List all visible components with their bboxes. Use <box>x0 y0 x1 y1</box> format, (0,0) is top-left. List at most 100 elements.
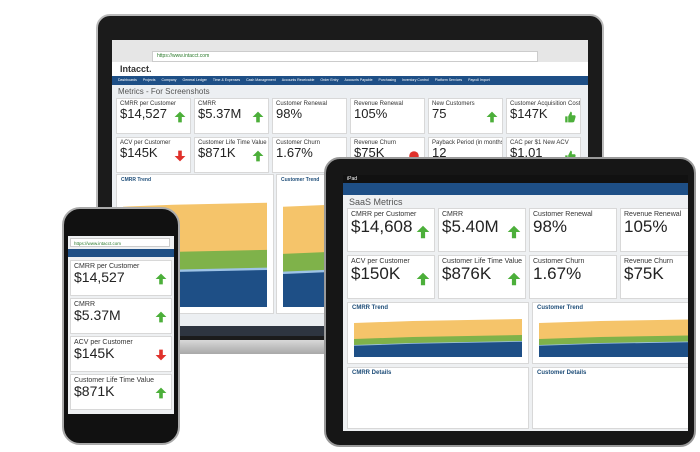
panel-title: CMRR Details <box>352 370 392 376</box>
metric-value: $5.37M <box>74 307 121 323</box>
icon-shape <box>252 150 264 162</box>
up-icon <box>416 225 430 239</box>
nav-bar: Dashboards Projects Company General Ledger T… <box>112 76 588 85</box>
metric-tile: ACV per Customer $145K <box>70 336 172 372</box>
metric-label: Revenue Churn <box>354 140 397 146</box>
metric-label: Customer Life Time Value <box>74 377 155 384</box>
trend-band <box>539 342 688 357</box>
logo: Intacct. <box>120 64 152 74</box>
metric-label: Customer Life Time Value <box>198 140 267 146</box>
metric-tile: CMRR $5.40M <box>438 208 526 252</box>
panel-title: Customer Trend <box>281 177 320 183</box>
trend-band <box>354 341 522 357</box>
metric-tile: Revenue Renewal 105% <box>620 208 688 252</box>
metric-value: 1.67% <box>276 145 313 160</box>
metric-value: $75K <box>624 264 664 283</box>
metric-label: Payback Period (in months) <box>432 140 503 146</box>
icon-shape <box>565 111 576 123</box>
nav-item[interactable]: Accounts Receivable <box>281 78 315 82</box>
metric-label: CMRR per Customer <box>74 263 140 270</box>
metric-tile: New Customers 75 <box>428 98 503 134</box>
panel: Customer Trend <box>532 302 688 364</box>
metric-tile: ACV per Customer $145K <box>116 137 191 173</box>
nav-item[interactable]: Projects <box>142 78 156 82</box>
metric-label: Customer Life Time Value <box>442 258 523 265</box>
icon-shape <box>252 111 264 123</box>
up-icon <box>174 111 186 123</box>
metric-tile: Customer Churn 1.67% <box>529 255 617 299</box>
metric-value: 98% <box>276 106 303 121</box>
metric-label: Customer Churn <box>276 140 321 146</box>
metric-value: $5.40M <box>442 217 499 236</box>
metric-label: Revenue Renewal <box>354 101 404 107</box>
metric-label: CAC per $1 New ACV <box>510 140 569 146</box>
metric-label: CMRR <box>198 101 216 107</box>
metric-value: $147K <box>510 106 548 121</box>
nav-item[interactable]: Company <box>161 78 177 82</box>
nav-item[interactable]: Inventory Control <box>402 78 429 82</box>
panel-title: CMRR Trend <box>121 177 151 183</box>
nav-item[interactable]: Time & Expenses <box>212 78 241 82</box>
metric-value: $5.37M <box>198 106 242 121</box>
metric-value: $145K <box>74 345 115 361</box>
icon-shape <box>155 387 167 399</box>
app-header: Intacct. <box>112 62 588 76</box>
down-icon <box>155 349 167 361</box>
up-icon <box>252 150 264 162</box>
tile-grid: CMRR per Customer $14,608 CMRR $5.40M Custom… <box>347 208 688 299</box>
up-icon <box>507 225 521 239</box>
tablet-screen: iPad SaaS Metrics CMRR per Customer $14,6… <box>343 175 688 431</box>
nav-item[interactable]: General Ledger <box>182 78 207 82</box>
metric-label: Customer Churn <box>533 258 585 265</box>
thumb-icon <box>565 111 576 123</box>
icon-shape <box>155 273 167 285</box>
metric-value: $876K <box>442 264 492 283</box>
metric-tile: Revenue Churn $75K <box>620 255 688 299</box>
page-title: Metrics - For Screenshots <box>118 87 210 96</box>
metric-label: Revenue Renewal <box>624 211 682 218</box>
nav-item[interactable]: Cash Management <box>246 78 276 82</box>
nav-item[interactable]: Order Entry <box>320 78 339 82</box>
nav-item[interactable]: Platform Services <box>434 78 463 82</box>
icon-shape <box>507 272 521 286</box>
icon-shape <box>174 150 186 162</box>
metric-label: ACV per Customer <box>351 258 410 265</box>
down-icon <box>174 150 186 162</box>
nav-item[interactable]: Payroll Import <box>468 78 490 82</box>
metric-value: 105% <box>624 217 668 236</box>
phone-screen: https://www.intacct.com CMRR per Custome… <box>68 236 174 414</box>
nav-item[interactable]: Dashboards <box>118 78 137 82</box>
nav-item[interactable]: Purchasing <box>378 78 397 82</box>
icon-shape <box>486 111 498 123</box>
panel-title: Customer Details <box>537 370 587 376</box>
metric-tile: Customer Renewal 98% <box>529 208 617 252</box>
up-icon <box>155 311 167 323</box>
icon-shape <box>416 272 430 286</box>
metric-label: CMRR <box>442 211 463 218</box>
metric-tile: Revenue Renewal 105% <box>350 98 425 134</box>
metric-value: $14,527 <box>120 106 167 121</box>
metric-tile: CMRR per Customer $14,608 <box>347 208 435 252</box>
metric-label: Revenue Churn <box>624 258 674 265</box>
up-icon <box>155 387 167 399</box>
up-icon <box>507 272 521 286</box>
metric-label: Customer Acquisition Cost <box>510 101 581 107</box>
metric-tile: Customer Life Time Value $871K <box>70 374 172 410</box>
up-icon <box>486 111 498 123</box>
up-icon <box>252 111 264 123</box>
app-bar <box>343 183 688 195</box>
page-title: SaaS Metrics <box>349 197 403 207</box>
panel: CMRR Details <box>347 367 529 429</box>
icon-shape <box>416 225 430 239</box>
url-field[interactable]: https://www.intacct.com <box>70 238 170 247</box>
metric-tile: CMRR per Customer $14,527 <box>70 260 172 296</box>
tile-list: CMRR per Customer $14,527 CMRR $5.37M ACV pe… <box>70 260 172 410</box>
icon-shape <box>507 225 521 239</box>
metric-value: 105% <box>354 106 388 121</box>
nav-item[interactable]: Accounts Payable <box>344 78 373 82</box>
metric-tile: CMRR per Customer $14,527 <box>116 98 191 134</box>
metric-label: CMRR per Customer <box>351 211 417 218</box>
panel-area: CMRR Trend Customer Trend CMRR Details Cust… <box>347 302 688 430</box>
url-field[interactable]: https://www.intacct.com <box>152 51 538 62</box>
